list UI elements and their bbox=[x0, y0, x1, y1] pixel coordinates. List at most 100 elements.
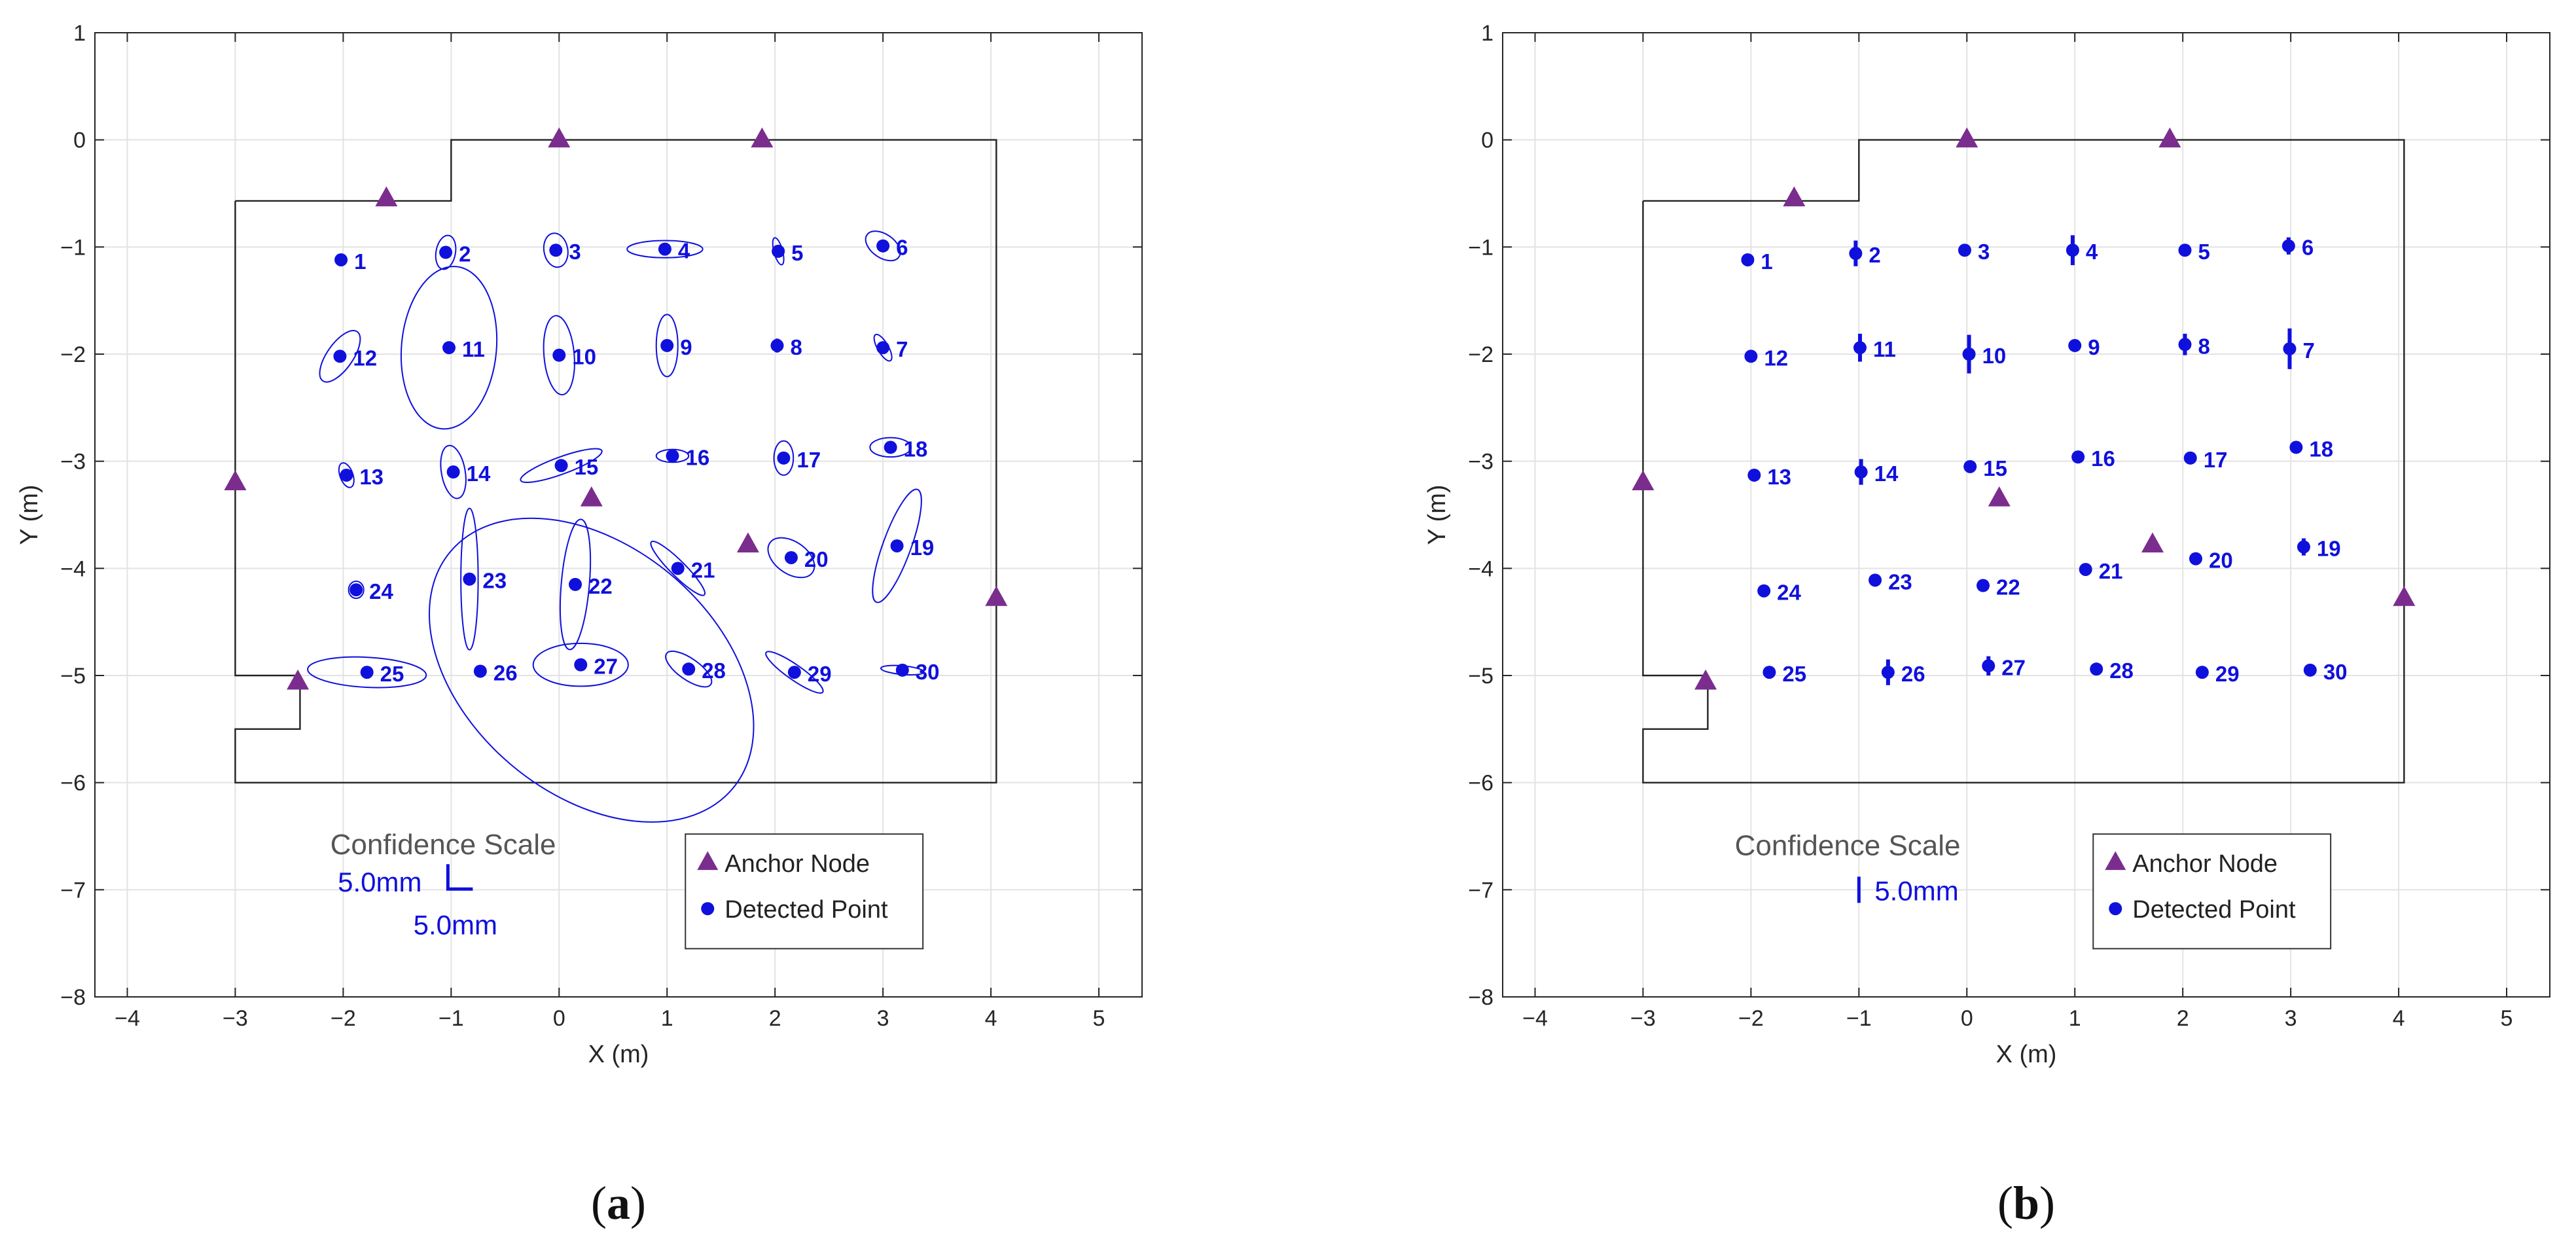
y-tick-label: −2 bbox=[1468, 342, 1494, 367]
room-boundary bbox=[234, 139, 997, 784]
point-label: 18 bbox=[904, 437, 928, 461]
anchor-node-icon bbox=[1988, 486, 2011, 507]
room-boundary bbox=[1642, 139, 2405, 784]
y-tick-label: 1 bbox=[73, 21, 86, 46]
point-label: 13 bbox=[359, 465, 384, 489]
detected-point bbox=[2303, 663, 2317, 677]
y-axis-label: Y (m) bbox=[16, 484, 43, 545]
x-tick-label: 5 bbox=[1093, 1006, 1105, 1031]
confidence-ellipse bbox=[773, 440, 795, 476]
confidence-ellipse bbox=[543, 315, 575, 395]
confidence-ellipse bbox=[460, 507, 479, 651]
legend-box bbox=[2092, 833, 2332, 950]
point-label: 27 bbox=[594, 655, 618, 679]
point-label: 21 bbox=[691, 558, 715, 582]
anchor-node-icon bbox=[2105, 851, 2126, 871]
point-label: 5 bbox=[791, 241, 803, 265]
anchor-node-icon bbox=[697, 851, 719, 871]
detected-point bbox=[2068, 338, 2082, 352]
detected-point bbox=[549, 243, 563, 257]
detected-point bbox=[473, 664, 487, 678]
point-label: 15 bbox=[575, 455, 599, 479]
point-label: 7 bbox=[2302, 338, 2314, 363]
confidence-ellipse bbox=[767, 537, 815, 579]
detected-point-icon bbox=[701, 902, 715, 916]
detected-point bbox=[2066, 243, 2079, 257]
x-tick-label: −1 bbox=[1846, 1006, 1872, 1031]
point-label: 10 bbox=[572, 345, 596, 369]
point-label: 28 bbox=[2109, 658, 2134, 683]
legend-label-detected: Detected Point bbox=[2132, 896, 2296, 924]
y-tick-label: −5 bbox=[1468, 664, 1494, 689]
confidence-ellipse bbox=[655, 314, 679, 378]
detected-point bbox=[334, 253, 348, 266]
detected-point bbox=[2281, 239, 2295, 253]
confidence-ellipse bbox=[865, 230, 901, 262]
y-tick-label: −8 bbox=[60, 985, 86, 1010]
point-label: 20 bbox=[804, 547, 829, 571]
x-tick-label: −2 bbox=[1738, 1006, 1764, 1031]
point-label: 20 bbox=[2209, 549, 2233, 573]
confidence-scale-x-value: 5.0mm bbox=[414, 910, 497, 941]
detected-point bbox=[333, 350, 347, 363]
x-tick-label: −4 bbox=[115, 1006, 140, 1031]
detected-point bbox=[554, 459, 568, 473]
detected-point bbox=[552, 348, 566, 362]
detected-point-icon bbox=[2109, 902, 2122, 916]
point-label: 26 bbox=[1901, 662, 1925, 686]
x-axis-label: X (m) bbox=[588, 1041, 649, 1068]
detected-point bbox=[2071, 450, 2085, 464]
confidence-ellipse bbox=[429, 517, 755, 823]
point-label: 25 bbox=[380, 662, 404, 686]
point-label: 19 bbox=[910, 535, 935, 560]
detected-point bbox=[442, 341, 456, 355]
point-label: 28 bbox=[702, 658, 726, 683]
panel-label: (b) bbox=[1997, 1177, 2055, 1229]
confidence-ellipse bbox=[307, 656, 427, 689]
panel-label: (a) bbox=[591, 1177, 646, 1229]
legend-box bbox=[685, 833, 924, 950]
plot-area bbox=[1503, 33, 2550, 997]
x-tick-label: 1 bbox=[2069, 1006, 2081, 1031]
plot-area bbox=[95, 33, 1142, 997]
point-label: 25 bbox=[1782, 662, 1806, 686]
x-tick-label: −3 bbox=[1630, 1006, 1656, 1031]
confidence-ellipse bbox=[532, 642, 629, 687]
detected-point bbox=[2195, 666, 2209, 679]
point-label: 24 bbox=[1777, 581, 1801, 605]
detected-point bbox=[1849, 247, 1863, 261]
x-tick-label: 1 bbox=[661, 1006, 673, 1031]
point-label: 22 bbox=[588, 574, 613, 598]
detected-point bbox=[772, 244, 785, 258]
detected-point bbox=[2178, 338, 2192, 351]
detected-point bbox=[1869, 573, 1882, 587]
detected-point bbox=[1853, 341, 1867, 355]
y-tick-label: −1 bbox=[1468, 235, 1494, 260]
detected-point bbox=[463, 572, 476, 586]
y-tick-label: −4 bbox=[1468, 556, 1494, 581]
x-tick-label: −1 bbox=[438, 1006, 464, 1031]
y-tick-label: −3 bbox=[1468, 450, 1494, 475]
detected-point bbox=[446, 465, 460, 479]
x-tick-label: 5 bbox=[2501, 1006, 2513, 1031]
confidence-scale-y-value: 5.0mm bbox=[1874, 875, 1958, 906]
point-label: 5 bbox=[2198, 240, 2209, 264]
detected-point bbox=[2289, 441, 2303, 454]
x-tick-label: −2 bbox=[331, 1006, 356, 1031]
point-label: 29 bbox=[2215, 662, 2240, 686]
confidence-ellipse bbox=[440, 444, 467, 499]
detected-point bbox=[1881, 666, 1895, 679]
detected-point bbox=[2297, 540, 2310, 554]
detected-point bbox=[1963, 459, 1977, 473]
point-label: 26 bbox=[493, 660, 518, 685]
detected-point bbox=[777, 451, 791, 465]
point-label: 16 bbox=[685, 445, 709, 469]
detected-point bbox=[890, 539, 904, 552]
anchor-node-icon bbox=[985, 586, 1008, 606]
point-label: 8 bbox=[2198, 334, 2209, 358]
x-tick-label: 0 bbox=[553, 1006, 565, 1031]
detected-point bbox=[876, 239, 890, 253]
legend: Anchor Node Detected Point bbox=[685, 833, 924, 950]
